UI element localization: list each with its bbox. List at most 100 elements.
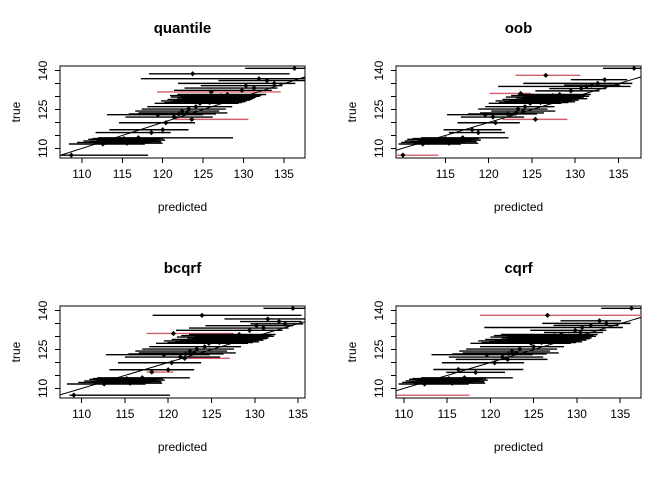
data-point (421, 381, 428, 387)
data-point (602, 77, 608, 83)
data-point (544, 94, 551, 100)
y-axis-tick-label: 140 (36, 300, 50, 320)
y-axis-tick-label: 125 (36, 99, 50, 119)
data-point (148, 130, 154, 136)
data-point (127, 137, 133, 143)
data-point (400, 152, 406, 158)
x-axis-tick-label: 110 (394, 407, 413, 421)
data-point (208, 89, 214, 95)
y-axis-tick-label: 125 (372, 339, 386, 359)
panel-oob: oob predicted true 115 120 125 130 135 110 125 140 (336, 0, 672, 240)
plot-box (395, 305, 642, 399)
panel-title: bcqrf (164, 260, 203, 277)
data-point (243, 83, 249, 89)
plot-box (59, 305, 306, 399)
x-axis-tick-label: 115 (113, 167, 132, 181)
x-axis-tick-label: 135 (608, 167, 628, 181)
data-point (160, 127, 166, 133)
data-point (550, 92, 556, 99)
data-point (595, 80, 601, 86)
plot-oob: oob predicted true 115 120 125 130 135 110 125 140 (345, 20, 642, 214)
x-axis-tick-label: 130 (245, 407, 265, 421)
y-axis-tick-label: 140 (372, 60, 386, 80)
x-axis-label: predicted (494, 440, 543, 454)
data-point (554, 95, 560, 101)
data-point (194, 346, 200, 352)
x-axis-tick-label: 120 (158, 407, 178, 421)
x-axis-tick-label: 135 (288, 407, 308, 421)
data-point (543, 72, 549, 78)
panel-title: oob (505, 20, 533, 37)
data-point (191, 350, 197, 356)
data-point (68, 152, 74, 158)
data-point (213, 99, 219, 105)
data-point (544, 312, 551, 318)
x-axis-tick-label: 120 (479, 167, 499, 181)
data-point (135, 135, 142, 141)
data-point (505, 351, 512, 357)
x-axis-tick-label: 115 (436, 167, 455, 181)
data-point (189, 116, 195, 122)
data-point (475, 130, 481, 136)
data-point (583, 83, 590, 90)
panel-title: quantile (154, 20, 212, 37)
data-point (482, 112, 488, 118)
data-point (473, 369, 479, 375)
y-axis-label: true (9, 341, 23, 362)
data-point (176, 111, 182, 117)
data-point (396, 394, 397, 397)
data-point (231, 93, 237, 99)
data-point (513, 110, 519, 116)
data-point (520, 108, 526, 114)
data-point (223, 95, 229, 101)
x-axis-tick-label: 130 (234, 167, 254, 181)
data-point (260, 325, 267, 331)
x-axis-label: predicted (494, 200, 543, 214)
y-axis-label: true (345, 341, 359, 362)
x-axis-tick-label: 125 (522, 167, 542, 181)
plot-quantile: quantile predicted true 110 115 120 125 130 135 1… (9, 20, 306, 214)
data-point (113, 136, 119, 142)
data-point (455, 366, 461, 373)
data-point (199, 312, 205, 318)
data-point (603, 320, 609, 326)
data-point (545, 339, 551, 345)
plot-box (395, 65, 642, 159)
data-point (218, 92, 224, 99)
plot-area (396, 66, 641, 158)
identity-line (396, 76, 641, 151)
panel-quantile: quantile predicted true 110 115 120 125 130 135 1… (0, 0, 336, 240)
data-point (518, 90, 524, 97)
data-point (161, 352, 167, 358)
data-point (163, 120, 169, 126)
data-point (197, 100, 203, 106)
x-axis-tick-label: 110 (72, 167, 91, 181)
data-point (550, 337, 556, 343)
plot-area (60, 306, 305, 398)
x-axis-tick-label: 115 (115, 407, 134, 421)
x-axis-tick-label: 130 (565, 167, 585, 181)
data-point (578, 85, 584, 92)
y-axis-tick-label: 110 (36, 379, 50, 398)
data-point (572, 327, 578, 333)
data-point (71, 392, 77, 398)
data-point (522, 104, 528, 110)
data-point (515, 106, 521, 112)
data-point (290, 306, 296, 311)
data-point (271, 80, 277, 86)
y-axis-tick-label: 110 (372, 379, 386, 398)
y-axis-label: true (9, 101, 23, 122)
data-point (251, 85, 257, 91)
data-point (118, 139, 124, 145)
x-axis-tick-label: 115 (438, 407, 457, 421)
data-point (490, 114, 496, 120)
data-point (203, 98, 209, 104)
y-axis-tick-label: 125 (36, 339, 50, 359)
data-point (190, 71, 196, 77)
data-point (100, 141, 106, 147)
data-point (170, 330, 177, 337)
y-axis-label: true (345, 101, 359, 122)
data-point (193, 104, 199, 110)
data-point (631, 66, 637, 71)
